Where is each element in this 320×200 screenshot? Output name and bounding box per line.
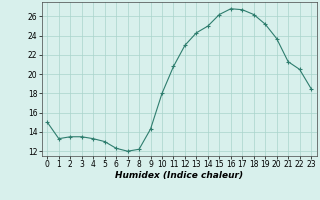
X-axis label: Humidex (Indice chaleur): Humidex (Indice chaleur)	[115, 171, 243, 180]
